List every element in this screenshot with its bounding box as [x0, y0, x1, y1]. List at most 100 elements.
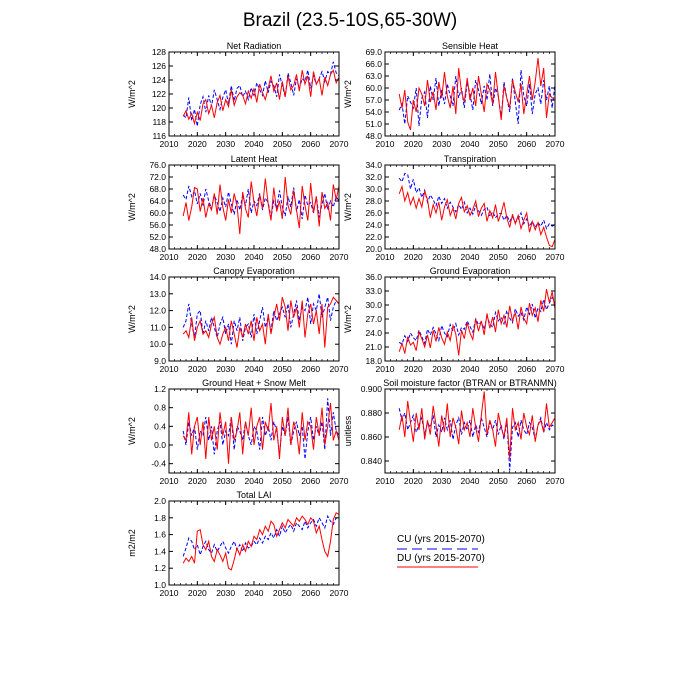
- x-tick-label: 2040: [461, 476, 480, 486]
- chart-canopy-evaporation: Canopy Evaporation W/m^2 2010 2020 2030 2040 2…: [127, 266, 349, 374]
- y-tick-label: 116: [152, 131, 166, 141]
- y-tick-label: 24.0: [365, 328, 382, 338]
- x-tick-label: 2010: [160, 476, 179, 486]
- chart-ground-heat-snow-melt: Ground Heat + Snow Melt W/m^2 2010 2020 2030…: [127, 378, 349, 486]
- y-tick-label: -0.4: [151, 459, 166, 469]
- x-tick-label: 2030: [432, 139, 451, 149]
- x-tick-label: 2020: [188, 139, 207, 149]
- x-tick-label: 2030: [216, 588, 235, 598]
- x-tick-label: 2020: [188, 476, 207, 486]
- y-tick-label: 63.0: [365, 71, 382, 81]
- x-tick-label: 2070: [330, 252, 349, 262]
- chart-title: Transpiration: [444, 154, 496, 164]
- y-axis-label: W/m^2: [127, 417, 137, 445]
- y-tick-label: 1.8: [154, 513, 166, 523]
- y-tick-label: 128: [152, 47, 166, 57]
- y-tick-label: 120: [152, 103, 166, 113]
- y-tick-label: 21.0: [365, 342, 382, 352]
- x-tick-label: 2040: [245, 252, 264, 262]
- x-tick-label: 2050: [273, 252, 292, 262]
- y-tick-label: 20.0: [365, 244, 382, 254]
- x-tick-label: 2020: [404, 139, 423, 149]
- x-tick-label: 2070: [330, 588, 349, 598]
- y-tick-label: 12.0: [149, 306, 166, 316]
- y-tick-label: 1.0: [154, 580, 166, 590]
- series-line-du: [398, 57, 555, 131]
- legend-label-du: DU (yrs 2015-2070): [397, 553, 485, 564]
- page-title: Brazil (23.5-10S,65-30W): [242, 10, 458, 31]
- series-line-du: [182, 68, 339, 126]
- y-tick-label: 13.0: [149, 289, 166, 299]
- plot-frame: [168, 276, 340, 362]
- series-line-du: [398, 391, 555, 459]
- x-tick-label: 2030: [216, 364, 235, 374]
- y-tick-label: 72.0: [149, 172, 166, 182]
- series-line-du: [182, 176, 339, 235]
- series-line-du: [182, 512, 339, 571]
- chart-title: Canopy Evaporation: [213, 266, 295, 276]
- chart-total-lai: Total LAI m2/m2 2010 2020 2030 2040 2050 2060 20…: [127, 490, 349, 598]
- y-tick-label: 30.0: [365, 300, 382, 310]
- chart-title: Soil moisture factor (BTRAN or BTRANMN): [383, 378, 557, 388]
- y-tick-label: 1.6: [154, 530, 166, 540]
- chart-sensible-heat: Sensible Heat W/m^2 2010 2020 2030 2040 2050 20…: [343, 41, 565, 149]
- chart-title: Total LAI: [236, 490, 271, 500]
- plot-frame: [384, 164, 556, 250]
- x-tick-label: 2010: [376, 139, 395, 149]
- y-tick-label: 1.2: [154, 384, 166, 394]
- y-tick-label: 57.0: [365, 95, 382, 105]
- x-tick-label: 2060: [517, 364, 536, 374]
- y-tick-label: 76.0: [149, 160, 166, 170]
- x-tick-label: 2020: [404, 364, 423, 374]
- y-tick-label: 60.0: [149, 208, 166, 218]
- x-tick-label: 2010: [160, 139, 179, 149]
- x-tick-label: 2070: [330, 139, 349, 149]
- x-tick-label: 2020: [188, 364, 207, 374]
- y-tick-label: 36.0: [365, 272, 382, 282]
- plot-frame: [384, 276, 556, 362]
- chart-soil-moisture-factor-btran-or-btranmn: Soil moisture factor (BTRAN or BTRANMN) u…: [343, 378, 565, 486]
- chart-title: Net Radiation: [227, 41, 282, 51]
- y-tick-label: 60.0: [365, 83, 382, 93]
- x-tick-label: 2050: [273, 364, 292, 374]
- y-tick-label: 10.0: [149, 339, 166, 349]
- x-tick-label: 2020: [188, 588, 207, 598]
- y-tick-label: 18.0: [365, 356, 382, 366]
- y-axis-label: W/m^2: [343, 193, 353, 221]
- x-tick-label: 2060: [301, 476, 320, 486]
- x-tick-label: 2010: [376, 252, 395, 262]
- y-tick-label: 24.0: [365, 220, 382, 230]
- x-tick-label: 2050: [273, 476, 292, 486]
- x-tick-label: 2060: [517, 476, 536, 486]
- y-tick-label: 33.0: [365, 286, 382, 296]
- y-tick-label: 11.0: [150, 322, 166, 332]
- y-tick-label: 68.0: [149, 184, 166, 194]
- y-tick-label: 51.0: [365, 119, 382, 129]
- y-tick-label: 0.880: [361, 408, 383, 418]
- chart-title: Sensible Heat: [442, 41, 499, 51]
- y-tick-label: 22.0: [365, 232, 382, 242]
- x-tick-label: 2010: [160, 588, 179, 598]
- y-axis-label: W/m^2: [343, 305, 353, 333]
- y-tick-label: 0.840: [361, 456, 383, 466]
- y-tick-label: 69.0: [365, 47, 382, 57]
- x-tick-label: 2010: [376, 364, 395, 374]
- y-tick-label: 0.0: [154, 440, 166, 450]
- x-tick-label: 2060: [517, 252, 536, 262]
- x-tick-label: 2050: [273, 588, 292, 598]
- y-tick-label: 9.0: [154, 356, 166, 366]
- y-tick-label: 118: [152, 117, 166, 127]
- x-tick-label: 2070: [330, 364, 349, 374]
- y-tick-label: 1.2: [154, 563, 166, 573]
- y-tick-label: 34.0: [365, 160, 382, 170]
- x-tick-label: 2050: [489, 139, 508, 149]
- series-line-cu: [182, 293, 339, 345]
- x-tick-label: 2070: [546, 364, 565, 374]
- x-tick-label: 2070: [546, 139, 565, 149]
- series-line-du: [182, 402, 339, 464]
- chart-title: Ground Evaporation: [430, 266, 511, 276]
- x-tick-label: 2040: [245, 588, 264, 598]
- y-tick-label: 122: [152, 89, 166, 99]
- x-tick-label: 2060: [301, 364, 320, 374]
